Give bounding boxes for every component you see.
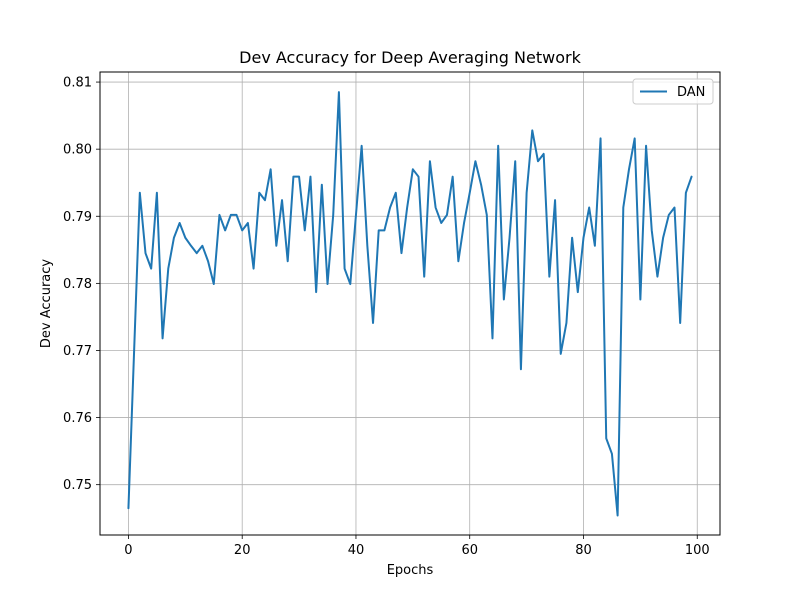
- y-tick-label: 0.81: [63, 76, 92, 91]
- x-tick-label: 0: [124, 543, 132, 558]
- x-tick-label: 100: [685, 543, 710, 558]
- y-tick-label: 0.76: [63, 411, 92, 426]
- y-tick-label: 0.77: [63, 344, 92, 359]
- chart-title: Dev Accuracy for Deep Averaging Network: [239, 48, 581, 67]
- plot-area-frame: [99, 71, 721, 536]
- legend: DAN: [632, 78, 714, 105]
- y-axis-ticks: 0.75 0.76 0.77 0.78 0.79 0.80 0.81: [63, 76, 100, 493]
- y-axis-label: Dev Accuracy: [39, 259, 54, 348]
- grid-lines: [100, 72, 720, 535]
- x-tick-label: 20: [234, 543, 251, 558]
- x-axis-label: Epochs: [387, 563, 434, 578]
- y-tick-label: 0.78: [63, 277, 92, 292]
- y-tick-label: 0.79: [63, 210, 92, 225]
- legend-label-dan: DAN: [677, 85, 705, 100]
- x-tick-label: 60: [461, 543, 478, 558]
- x-axis-ticks: 0 20 40 60 80 100: [124, 535, 710, 558]
- x-tick-label: 40: [348, 543, 365, 558]
- series-lines: [127, 91, 693, 517]
- y-tick-label: 0.75: [63, 478, 92, 493]
- x-tick-label: 80: [575, 543, 592, 558]
- series-line-dan: [127, 91, 693, 517]
- legend-box: [632, 78, 714, 105]
- y-tick-label: 0.80: [63, 143, 92, 158]
